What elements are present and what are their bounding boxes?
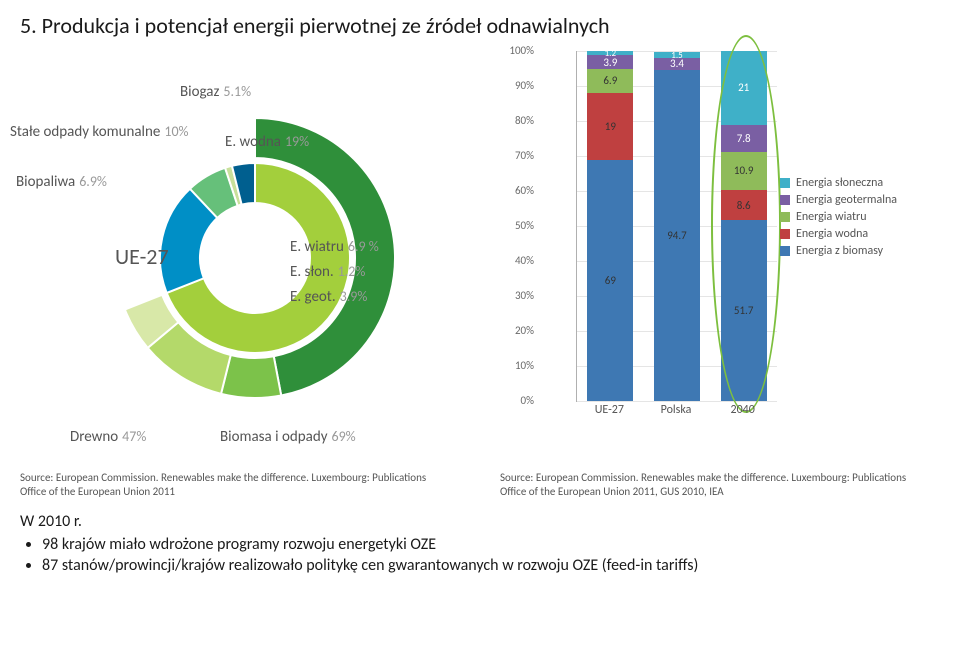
label-wodna: E. wodna19% (225, 133, 309, 151)
seg-UE-27-wiatru: 6.9 (587, 69, 633, 93)
label-drewno: Drewno47% (70, 428, 146, 446)
label-odpady: Stałe odpady komunalne10% (10, 123, 189, 141)
source-right: Source: European Commission. Renewables … (500, 471, 920, 500)
xcat-2040: 2040 (716, 403, 770, 417)
bar-Polska: 94.73.41.5 (654, 51, 700, 401)
xcat-UE-27: UE-27 (582, 403, 636, 417)
bars-plot: 69196.93.91.2 94.73.41.5 51.78.610.97.821 (576, 51, 777, 402)
bullet-2: 87 stanów/prowincji/krajów realizowało p… (42, 556, 940, 575)
seg-Polska-biomasa: 94.7 (654, 70, 700, 401)
chart-legend: Energia słoneczna Energia geotermalna Ener… (780, 173, 897, 261)
stacked-bar-chart: 69196.93.91.294.73.41.551.78.610.97.821 … (480, 43, 950, 463)
donut-chart: UE-27 Biogaz5.1% Stałe odpady komunalne1… (10, 43, 480, 463)
label-slon: E. słon.1.2% (290, 263, 365, 281)
source-left: Source: European Commission. Renewables … (20, 471, 440, 500)
label-biomasa: Biomasa i odpady69% (220, 428, 356, 446)
seg-UE-27-slon: 1.2 (587, 51, 633, 55)
legend-geot: Energia geotermalna (780, 193, 897, 207)
page-title: 5. Produkcja i potencjał energii pierwot… (0, 0, 960, 39)
bar-UE-27: 69196.93.91.2 (587, 51, 633, 401)
bullet-1: 98 krajów miało wdrożone programy rozwoj… (42, 535, 940, 554)
seg-UE-27-wodna: 19 (587, 93, 633, 160)
legend-slon: Energia słoneczna (780, 176, 897, 190)
bottom-bullets: 98 krajów miało wdrożone programy rozwoj… (20, 535, 940, 575)
label-biopaliwa: Biopaliwa6.9% (16, 173, 107, 191)
xcat-Polska: Polska (649, 403, 703, 417)
bottom-heading: W 2010 r. (20, 512, 940, 531)
seg-Polska-slon: 1.5 (654, 52, 700, 57)
legend-biomasa: Energia z biomasy (780, 244, 897, 258)
label-biogaz: Biogaz5.1% (180, 83, 251, 101)
legend-wiatru: Energia wiatru (780, 210, 897, 224)
label-wiatru: E. wiatru6.9 % (290, 238, 379, 256)
label-geot: E. geot.3.9% (290, 288, 367, 306)
highlight-ellipse (711, 35, 781, 413)
donut-svg (10, 43, 480, 463)
bar-2040: 51.78.610.97.821 (721, 51, 767, 401)
legend-wodna: Energia wodna (780, 227, 897, 241)
donut-center-label: UE-27 (115, 243, 169, 270)
seg-UE-27-biomasa: 69 (587, 160, 633, 402)
